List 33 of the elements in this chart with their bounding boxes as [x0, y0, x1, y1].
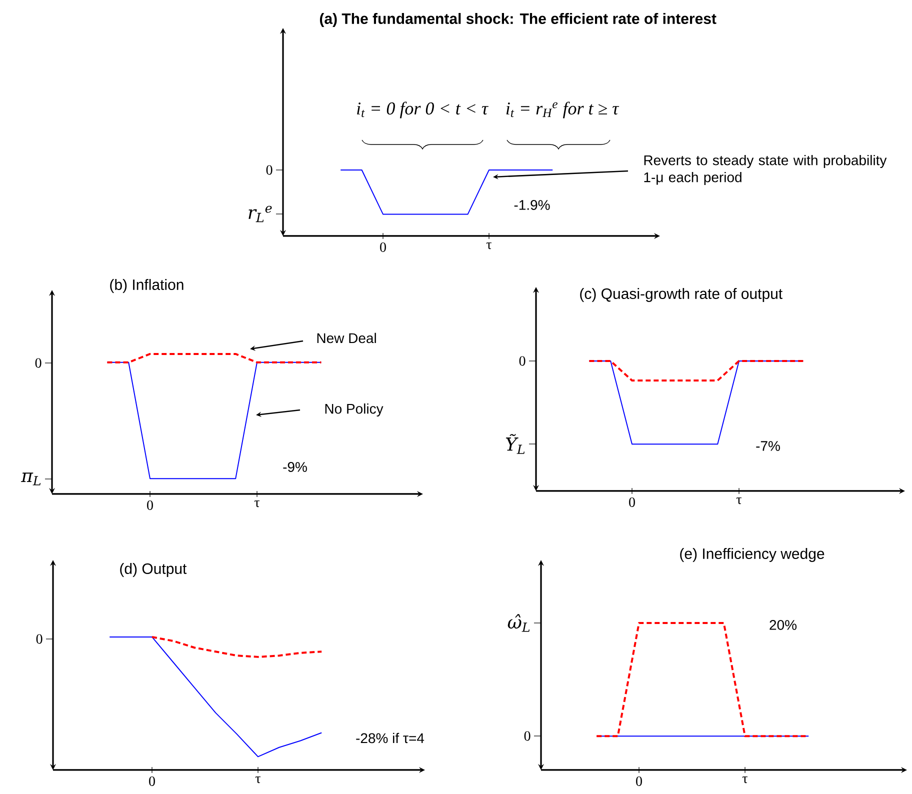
x-tick-label: 0 — [629, 498, 635, 507]
x-tick-label: τ — [256, 776, 261, 784]
annotation: -7% — [756, 441, 780, 451]
series-label: New Deal — [317, 332, 376, 344]
x-tick-label: τ — [254, 500, 260, 508]
text: No Policy — [325, 403, 384, 417]
annotation: -1.9% — [514, 200, 550, 210]
chart-title: (d) Output — [120, 562, 187, 577]
chart-title: (e) Inefficiency wedge — [680, 548, 824, 562]
x-tick-label: τ — [486, 242, 492, 250]
text: i$_{t}$ = 0 for 0 < t < τ — [357, 102, 489, 118]
text: 0 — [524, 731, 530, 741]
text: π$_{L}$ — [20, 472, 41, 486]
annotation: -9% — [283, 462, 307, 472]
chart-title: (a) The fundamental shock: The efficient rate of interest — [320, 12, 716, 27]
x-tick-label: 0 — [636, 776, 642, 786]
chart-title: (c) Quasi-growth rate of output — [580, 288, 782, 302]
text: Ỹ$_{L}$ — [506, 434, 525, 454]
text: i$_{t}$ = r$_{H}$$^{e}$ for t ≥ τ — [506, 102, 620, 118]
x-tick-label: 0 — [149, 776, 155, 786]
text: 0 — [519, 356, 526, 366]
x-tick-label: 0 — [147, 500, 153, 510]
x-tick-label: τ — [736, 498, 742, 504]
text: r$_{L}$e — [248, 206, 272, 222]
text: ω̂$_{L}$ — [508, 614, 530, 632]
text: 0 — [35, 358, 42, 368]
text: -28% if τ=4 — [356, 732, 424, 744]
chart-title: (b) Inflation — [110, 278, 184, 293]
annotation: 20% — [770, 620, 797, 630]
text: Reverts to steady state with probability 1-μ each period — [644, 154, 887, 186]
text: 0 — [36, 634, 42, 644]
text: 0 — [266, 165, 272, 175]
x-tick-label: τ — [742, 776, 748, 784]
